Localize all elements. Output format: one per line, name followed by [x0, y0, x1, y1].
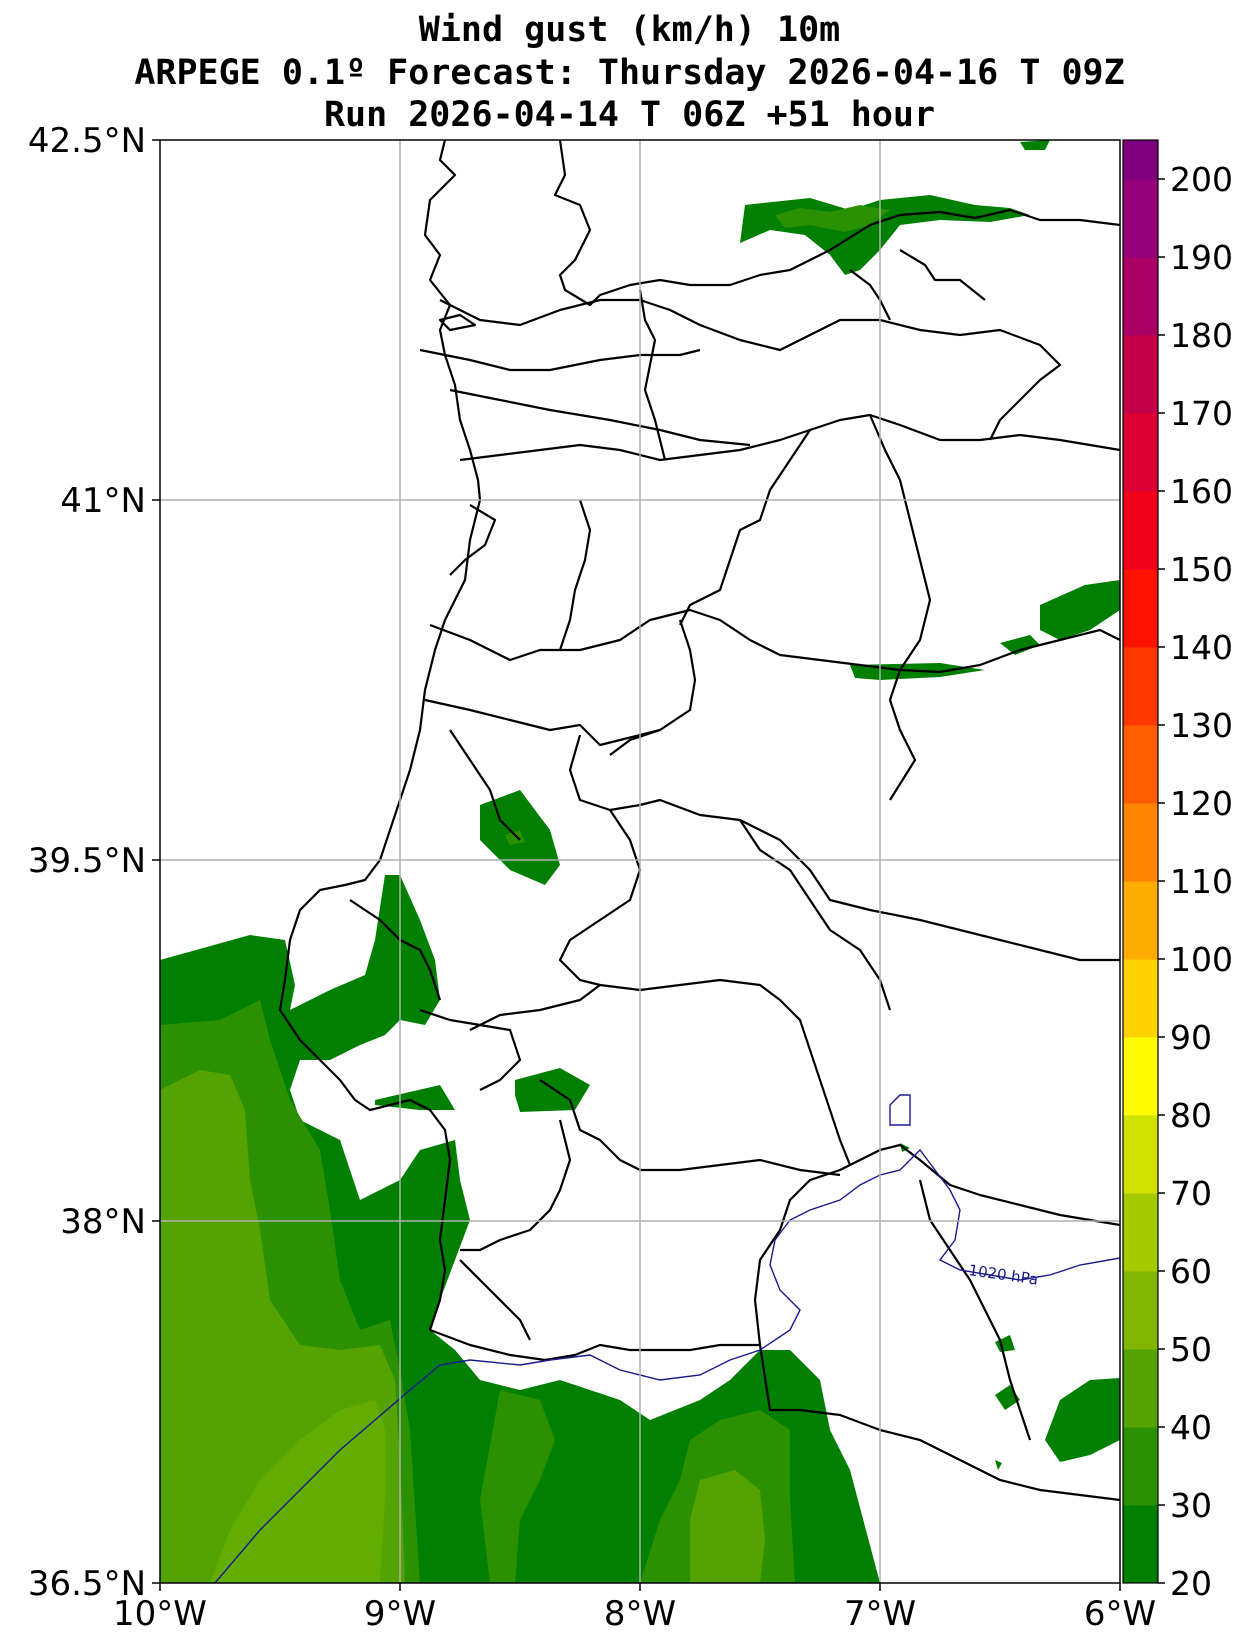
colorbar-tick-label: 120	[1170, 784, 1233, 823]
y-tick-label: 42.5°N	[28, 121, 146, 161]
colorbar-tick-label: 100	[1170, 940, 1233, 979]
colorbar-tick-label: 30	[1170, 1486, 1212, 1525]
colorbar-segment	[1123, 1193, 1158, 1233]
colorbar-segment	[1123, 1310, 1158, 1350]
colorbar-tick-label: 70	[1170, 1174, 1212, 1213]
map-area: 1020 hPa	[160, 140, 1120, 1583]
colorbar-tick-label: 20	[1170, 1564, 1212, 1603]
colorbar-segment	[1123, 296, 1158, 336]
colorbar-segment	[1123, 998, 1158, 1038]
colorbar-segment	[1123, 1076, 1158, 1116]
colorbar-segment	[1123, 1154, 1158, 1194]
colorbar-segment	[1123, 881, 1158, 921]
colorbar-segment	[1123, 1037, 1158, 1077]
colorbar-segment	[1123, 569, 1158, 609]
colorbar-segment	[1123, 1388, 1158, 1428]
colorbar-segment	[1123, 647, 1158, 687]
colorbar-segment	[1123, 1232, 1158, 1272]
title-line-2: ARPEGE 0.1º Forecast: Thursday 2026-04-1…	[134, 53, 1125, 93]
y-tick-label: 41°N	[60, 481, 146, 521]
colorbar-segment	[1123, 959, 1158, 999]
colorbar-labels: 20 30 40 50 60 70 80 90 100 110 120 130 140 150 160 170…	[1158, 160, 1233, 1603]
colorbar-segment	[1123, 140, 1158, 180]
colorbar-tick-label: 60	[1170, 1252, 1212, 1291]
colorbar-segment	[1123, 842, 1158, 882]
axis-ticks	[152, 139, 1121, 1591]
colorbar-segment	[1123, 1349, 1158, 1389]
colorbar-segment	[1123, 257, 1158, 297]
colorbar-segment	[1123, 1271, 1158, 1311]
colorbar-tick-label: 160	[1170, 472, 1233, 511]
colorbar-segment	[1123, 803, 1158, 843]
colorbar-tick-label: 130	[1170, 706, 1233, 745]
x-tick-label: 7°W	[844, 1594, 916, 1634]
colorbar-segment	[1123, 491, 1158, 531]
gridlines	[160, 140, 1120, 1583]
colorbar-segment	[1123, 335, 1158, 375]
y-tick-label: 38°N	[60, 1202, 146, 1242]
colorbar-segment	[1123, 608, 1158, 648]
colorbar-tick-label: 200	[1170, 160, 1233, 199]
colorbar-segment	[1123, 1427, 1158, 1467]
x-tick-label: 6°W	[1084, 1594, 1156, 1634]
colorbar-tick-label: 190	[1170, 238, 1233, 277]
colorbar-segment	[1123, 179, 1158, 219]
colorbar	[1123, 139, 1158, 1584]
colorbar-tick-label: 170	[1170, 394, 1233, 433]
x-tick-label: 10°W	[113, 1594, 207, 1634]
colorbar-segment	[1123, 725, 1158, 765]
x-tick-label: 8°W	[604, 1594, 676, 1634]
colorbar-segment	[1123, 374, 1158, 414]
colorbar-segment	[1123, 1115, 1158, 1155]
colorbar-segment	[1123, 764, 1158, 804]
colorbar-tick-label: 150	[1170, 550, 1233, 589]
colorbar-segment	[1123, 530, 1158, 570]
x-tick-label: 9°W	[364, 1594, 436, 1634]
colorbar-segment	[1123, 920, 1158, 960]
colorbar-segment	[1123, 218, 1158, 258]
title-line-1: Wind gust (km/h) 10m	[418, 10, 841, 50]
colorbar-segment	[1123, 1544, 1158, 1584]
y-tick-labels: 42.5°N 41°N 39.5°N 38°N 36.5°N	[28, 121, 146, 1604]
colorbar-tick-label: 80	[1170, 1096, 1212, 1135]
colorbar-tick-label: 110	[1170, 862, 1233, 901]
colorbar-segment	[1123, 1505, 1158, 1545]
colorbar-tick-label: 40	[1170, 1408, 1212, 1447]
colorbar-segment	[1123, 686, 1158, 726]
colorbar-tick-label: 50	[1170, 1330, 1212, 1369]
colorbar-segment	[1123, 1466, 1158, 1506]
x-tick-labels: 10°W 9°W 8°W 7°W 6°W	[113, 1594, 1156, 1634]
colorbar-tick-label: 180	[1170, 316, 1233, 355]
colorbar-frame	[1122, 139, 1159, 1584]
colorbar-segment	[1123, 413, 1158, 453]
colorbar-segment	[1123, 452, 1158, 492]
y-tick-label: 39.5°N	[28, 841, 146, 881]
colorbar-tick-label: 90	[1170, 1018, 1212, 1057]
y-tick-label: 36.5°N	[28, 1564, 146, 1604]
colorbar-tick-label: 140	[1170, 628, 1233, 667]
title-line-3: Run 2026-04-14 T 06Z +51 hour	[323, 95, 936, 135]
